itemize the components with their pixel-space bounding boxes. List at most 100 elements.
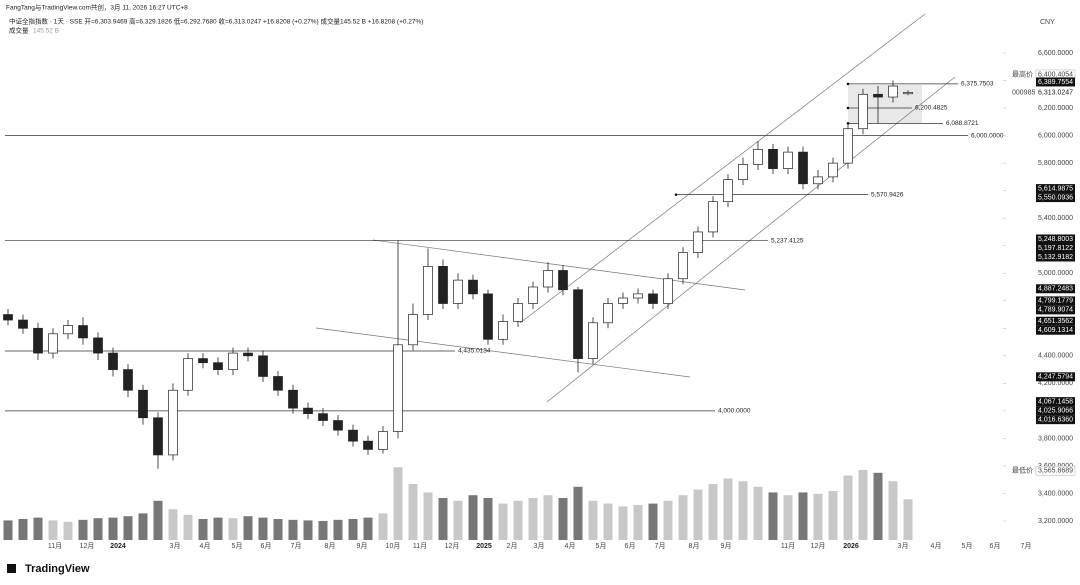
volume-bar xyxy=(213,517,223,540)
volume-bar xyxy=(363,517,373,540)
candle-body xyxy=(228,352,238,370)
price-tag-label: 4,067.1458 xyxy=(1038,398,1073,405)
candle-body xyxy=(648,293,658,304)
x-tick-label: 8月 xyxy=(689,542,700,550)
candle-body xyxy=(393,344,403,432)
volume-bar xyxy=(333,519,343,540)
price-tag-label: 4,609.1314 xyxy=(1038,327,1073,334)
candle-body xyxy=(573,289,583,359)
level-label: 4,435.0134 xyxy=(458,348,491,355)
volume-bar xyxy=(648,503,658,540)
price-tag xyxy=(1036,193,1075,203)
volume-bar xyxy=(138,513,148,540)
x-tick-label: 11月 xyxy=(781,542,795,550)
price-tag-label: 5,550.0936 xyxy=(1038,194,1073,201)
y-tick-label: 5,000.0000 xyxy=(1038,270,1073,277)
price-tag-label: 4,025.9066 xyxy=(1038,407,1073,414)
candle-body xyxy=(33,327,43,354)
candle-body xyxy=(153,417,163,456)
volume-bar xyxy=(843,475,853,540)
price-tag-label: 5,132.9182 xyxy=(1038,254,1073,261)
candle-body xyxy=(813,176,823,185)
candle-body xyxy=(663,278,673,304)
y-tick-label: 6,200.0000 xyxy=(1038,105,1073,112)
price-tag-label: 5,614.9875 xyxy=(1038,185,1073,192)
candle-body xyxy=(513,303,523,322)
channel-line xyxy=(315,327,691,378)
x-tick-label: 7月 xyxy=(655,542,666,550)
volume-bar xyxy=(603,503,613,540)
x-tick-label: 4月 xyxy=(931,542,942,550)
volume-bar xyxy=(3,520,13,540)
price-tag xyxy=(1036,243,1075,253)
y-tick-label: 3,200.0000 xyxy=(1038,518,1073,525)
tag-value: 3,565.8689 xyxy=(1038,467,1073,474)
candle-body xyxy=(333,420,343,431)
x-tick-label: 6月 xyxy=(261,542,272,550)
volume-bar xyxy=(528,498,538,540)
volume-bar xyxy=(723,478,733,540)
level-anchor xyxy=(846,82,850,86)
y-tick-label: 6,600.0000 xyxy=(1038,50,1073,57)
x-tick-label: 12月 xyxy=(445,542,460,550)
price-tag-label: 4,651.3562 xyxy=(1038,318,1073,325)
x-tick-label: 7月 xyxy=(291,542,302,550)
volume-bar xyxy=(738,481,748,540)
volume-pane xyxy=(3,467,913,540)
volume-bar xyxy=(48,520,58,540)
volume-bar xyxy=(228,518,238,540)
candle-body xyxy=(438,266,448,304)
x-tick-label: 6月 xyxy=(990,542,1001,550)
level-anchor xyxy=(846,106,850,110)
x-tick-label: 11月 xyxy=(48,542,62,550)
price-tag-label: 4,247.5794 xyxy=(1038,374,1073,381)
header-title: FangTang与TradingView.com共创，3月 11, 2026 1… xyxy=(6,3,188,12)
x-tick-label: 2024 xyxy=(110,543,126,550)
volume-bar xyxy=(513,500,523,540)
volume-bar xyxy=(468,495,478,540)
price-tag-label: 4,887.2483 xyxy=(1038,286,1073,293)
candle-body xyxy=(288,389,298,409)
volume-bar xyxy=(273,519,283,540)
tag-name: 最高价 xyxy=(1012,69,1033,78)
volume-bar xyxy=(558,498,568,540)
volume-bar xyxy=(438,498,448,540)
tag-value: 6,400.4054 xyxy=(1038,71,1073,78)
x-tick-label: 3月 xyxy=(898,542,909,550)
candle-body xyxy=(693,231,703,253)
level-anchor xyxy=(674,193,678,196)
volume-bar xyxy=(633,505,643,540)
x-tick-label: 4月 xyxy=(200,542,211,550)
candle-body xyxy=(378,431,388,450)
candle-body xyxy=(543,270,553,288)
price-tag xyxy=(1036,284,1075,294)
volume-bar xyxy=(423,492,433,540)
candle-body xyxy=(423,266,433,315)
volume-bar xyxy=(663,500,673,540)
volume-bar xyxy=(258,517,268,540)
x-tick-label: 7月 xyxy=(1021,542,1032,550)
price-tag xyxy=(1036,77,1075,87)
candle-body xyxy=(348,429,358,442)
y-tick-label: 5,400.0000 xyxy=(1038,215,1073,222)
volume-bar xyxy=(573,486,583,540)
volume-bar xyxy=(693,489,703,540)
candle-body xyxy=(903,92,913,95)
volume-bar xyxy=(588,500,598,540)
candle-body xyxy=(63,325,73,335)
x-tick-label: 6月 xyxy=(625,542,636,550)
candle-body xyxy=(243,352,253,357)
volume-bar xyxy=(243,516,253,540)
y-tick-label: 5,800.0000 xyxy=(1038,160,1073,167)
volume-bar xyxy=(318,520,328,540)
price-tag xyxy=(1036,397,1075,407)
candle-body xyxy=(708,201,718,233)
candle-body xyxy=(108,352,118,370)
price-tag xyxy=(1036,415,1075,425)
candle-body xyxy=(48,333,58,354)
volume-bar xyxy=(153,500,163,540)
volume-bar xyxy=(888,481,898,540)
candle-body xyxy=(483,293,493,340)
